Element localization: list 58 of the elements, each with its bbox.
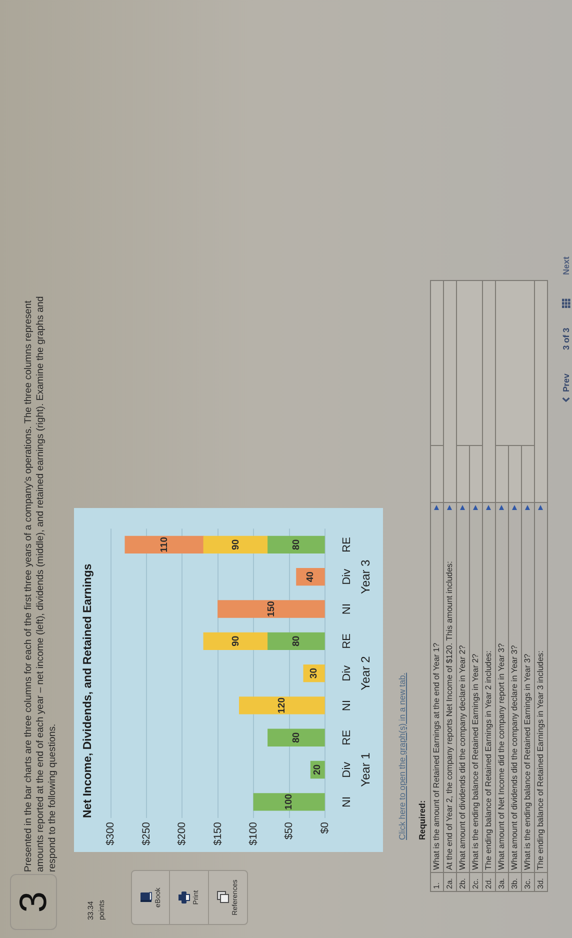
text: What is the ending balance of Retained Earnings in Year 3? <box>522 654 533 870</box>
y-tick-label: RE <box>340 537 353 552</box>
data-label: 90 <box>230 636 242 646</box>
data-label: 80 <box>290 539 302 550</box>
x-tick-label: $200 <box>176 822 188 846</box>
text: Click here to open the graph(s) in a new tab. <box>397 672 407 840</box>
x-tick-label: $250 <box>140 822 152 846</box>
bar <box>296 568 325 586</box>
data-label: 40 <box>305 572 316 582</box>
text: What is the amount of Retained Earnings at the end of Year 1? <box>431 642 442 870</box>
data-label: 120 <box>276 698 288 714</box>
y-tick-label: Div <box>340 664 353 682</box>
text: Required: <box>417 800 427 840</box>
text: Presented in the bar charts are three columns for each of the first three years of a company's operations. The three columns represent amounts reported at the end of each year – net income (left), dividends (middle), and retained earnings (right). Examine the graphs and respond to the following questions. <box>23 295 59 872</box>
text: Year 2 <box>358 656 372 690</box>
text: Net Income, Dividends, and Retained Earnings <box>82 564 94 818</box>
text: The ending balance of Retained Earnings in Year 2 includes: <box>483 650 494 870</box>
y-tick-label: NI <box>340 700 353 711</box>
bar <box>268 728 325 746</box>
text: 3 of 3 <box>561 328 571 350</box>
text: What amount of Net Income did the company report in Year 3? <box>496 643 507 870</box>
text: What amount of dividends did the company declare in Year 3? <box>509 645 520 870</box>
data-label: 20 <box>312 764 324 776</box>
bar <box>203 536 268 554</box>
text: Prev <box>561 374 571 392</box>
data-label: 100 <box>284 794 295 810</box>
data-label: 30 <box>308 668 320 679</box>
y-tick-label: NI <box>340 603 353 614</box>
text: Year 3 <box>358 559 372 594</box>
bar <box>218 600 325 618</box>
data-label: 110 <box>158 537 170 552</box>
bar <box>238 696 325 714</box>
text: Year 1 <box>358 752 372 787</box>
text: The ending balance of Retained Earnings in Year 3 includes: <box>535 650 546 870</box>
question-badge: 3 <box>10 874 57 930</box>
bar <box>124 536 204 554</box>
text: Next <box>561 256 571 275</box>
data-label: 90 <box>230 539 242 550</box>
bar <box>203 632 268 650</box>
x-tick-label: $0 <box>318 822 331 834</box>
bar <box>268 536 325 554</box>
text: What amount of dividends did the company declare in Year 2? <box>457 645 468 870</box>
x-tick-label: $100 <box>247 822 260 846</box>
text: At the end of Year 2, the company reports Net Income of $120. This amount includes: <box>444 561 455 870</box>
x-tick-label: $300 <box>104 822 117 846</box>
y-tick-label: RE <box>340 634 353 649</box>
y-tick-label: RE <box>340 730 353 746</box>
x-tick-label: $50 <box>283 822 296 840</box>
data-label: 80 <box>290 732 302 743</box>
y-tick-label: Div <box>340 761 353 778</box>
data-label: 150 <box>266 601 277 617</box>
text: What is the ending balance of Retained Earnings in Year 2? <box>470 654 481 870</box>
y-tick-label: NI <box>340 796 353 808</box>
bar <box>268 632 325 650</box>
y-tick-label: Div <box>340 568 353 585</box>
data-label: 80 <box>290 636 302 646</box>
bar <box>253 793 325 811</box>
x-tick-label: $150 <box>212 822 224 846</box>
